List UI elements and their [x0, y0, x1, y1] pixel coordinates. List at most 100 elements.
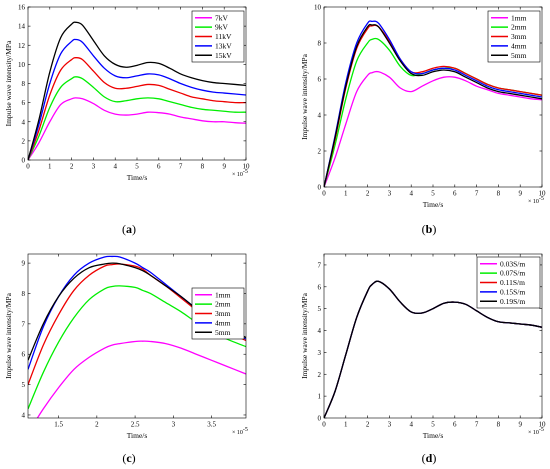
y-tick-label: 10	[314, 4, 322, 12]
x-tick-label: 3.5	[207, 421, 216, 429]
x-tick-label: 0	[322, 421, 326, 429]
x-tick-label: 4	[409, 421, 413, 429]
x-tick-label: 6	[453, 421, 457, 429]
panel-label-a: (a)	[122, 222, 136, 236]
x-tick-label: 8	[497, 190, 501, 198]
x-exponent-label: × 10-5	[232, 427, 248, 436]
series-line-3mm	[324, 24, 542, 187]
x-tick-label: 6	[157, 163, 161, 171]
x-tick-label: 0	[26, 163, 30, 171]
y-tick-label: 2	[22, 137, 26, 145]
x-tick-label: 9	[222, 163, 226, 171]
x-tick-label: 3	[172, 421, 176, 429]
series-group	[28, 21, 246, 160]
x-tick-label: 6	[453, 190, 457, 198]
plot-frame	[27, 253, 247, 419]
y-tick-label: 7	[22, 320, 26, 328]
y-tick-label: 3	[318, 349, 322, 357]
legend-label-7kV: 7kV	[215, 13, 229, 22]
y-tick-label: 2	[318, 371, 322, 379]
series-line-1mm	[324, 70, 542, 187]
y-tick-label: 12	[18, 42, 26, 50]
y-axis-label: Impulse wave intensity/MPa	[4, 40, 13, 126]
x-axis-label: Time/s	[423, 200, 444, 209]
x-axis-label: Time/s	[127, 173, 148, 182]
x-exponent-label: × 10-5	[232, 169, 248, 178]
x-tick-label: 8	[201, 163, 205, 171]
x-tick-label: 4	[113, 163, 117, 171]
legend-label-11kV: 11kV	[215, 32, 232, 41]
legend-label-2mm: 2mm	[511, 23, 527, 32]
y-tick-label: 10	[18, 61, 26, 69]
panel-label-c: (c)	[122, 451, 135, 465]
legend-label-0.19S/m: 0.19S/m	[500, 297, 525, 306]
x-exponent-label: × 10-5	[528, 427, 544, 436]
x-tick-label: 10	[539, 421, 547, 429]
y-tick-label: 16	[18, 4, 26, 12]
series-group	[324, 280, 542, 418]
series-line-13kV	[28, 38, 246, 160]
x-tick-label: 1	[48, 163, 52, 171]
legend-label-4mm: 4mm	[511, 42, 527, 51]
series-group	[324, 20, 542, 187]
y-tick-label: 4	[318, 327, 322, 335]
legend-label-0.07S/m: 0.07S/m	[500, 269, 525, 278]
legend-label-5mm: 5mm	[215, 328, 231, 337]
x-tick-label: 10	[539, 190, 547, 198]
y-tick-label: 4	[22, 118, 26, 126]
panel-c: 1.5 2 2.5 3 3.5 4 5 6 7 8 9 × 10-5 Time/s Impulse wav…	[4, 253, 248, 440]
legend-label-1mm: 1mm	[511, 13, 527, 22]
series-line-11kV	[28, 57, 246, 160]
legend-label-2mm: 2mm	[215, 300, 231, 309]
y-tick-label: 8	[318, 40, 322, 48]
y-tick-label: 14	[18, 23, 26, 31]
legend-label-1mm: 1mm	[215, 290, 231, 299]
y-tick-label: 8	[22, 290, 26, 298]
y-tick-label: 4	[22, 411, 26, 419]
legend-label-13kV: 13kV	[215, 42, 232, 51]
legend-label-5mm: 5mm	[511, 51, 527, 60]
legend-label-0.03S/m: 0.03S/m	[500, 259, 525, 268]
legend: 0.03S/m0.07S/m0.11S/m0.15S/m0.19S/m	[476, 256, 541, 309]
x-tick-label: 3	[388, 190, 392, 198]
series-line-9kV	[28, 76, 246, 160]
y-tick-label: 6	[22, 351, 26, 359]
panel-label-b: (b)	[422, 222, 437, 236]
legend-label-4mm: 4mm	[215, 319, 231, 328]
x-tick-label: 2	[366, 190, 370, 198]
series-line-15kV	[28, 21, 246, 160]
x-tick-label: 1	[344, 421, 348, 429]
y-tick-label: 6	[318, 283, 322, 291]
x-tick-label: 1.5	[54, 421, 63, 429]
x-tick-label: 7	[475, 190, 479, 198]
x-tick-label: 9	[518, 421, 522, 429]
y-tick-label: 7	[318, 261, 322, 269]
y-axis-label: Impulse wave intensity/MPa	[300, 292, 309, 378]
legend-label-3mm: 3mm	[215, 309, 231, 318]
panel-d: 0 1 2 3 4 5 6 7 8 9 10 0 1 2 3 4 5 6 7 × 10-5 Time/s Impulse …	[300, 253, 547, 440]
y-axis-label: Impulse wave intensity/MPa	[4, 292, 13, 378]
x-tick-label: 7	[179, 163, 183, 171]
y-axis-label: Impulse wave intensity/MPa	[300, 53, 309, 139]
x-tick-label: 5	[431, 190, 435, 198]
legend-label-0.15S/m: 0.15S/m	[500, 288, 525, 297]
x-tick-label: 9	[518, 190, 522, 198]
x-axis-label: Time/s	[423, 431, 444, 440]
legend-label-15kV: 15kV	[215, 51, 232, 60]
x-tick-label: 3	[92, 163, 96, 171]
x-tick-label: 2	[70, 163, 74, 171]
y-tick-label: 0	[318, 184, 322, 192]
y-tick-label: 8	[22, 80, 26, 88]
y-tick-label: 5	[318, 305, 322, 313]
x-exponent-label: × 10-5	[528, 196, 544, 205]
series-line-0.19S/m	[324, 280, 542, 418]
series-line-5mm	[324, 23, 542, 187]
y-tick-label: 5	[22, 381, 26, 389]
y-tick-label: 6	[22, 99, 26, 107]
x-axis-label: Time/s	[127, 431, 148, 440]
